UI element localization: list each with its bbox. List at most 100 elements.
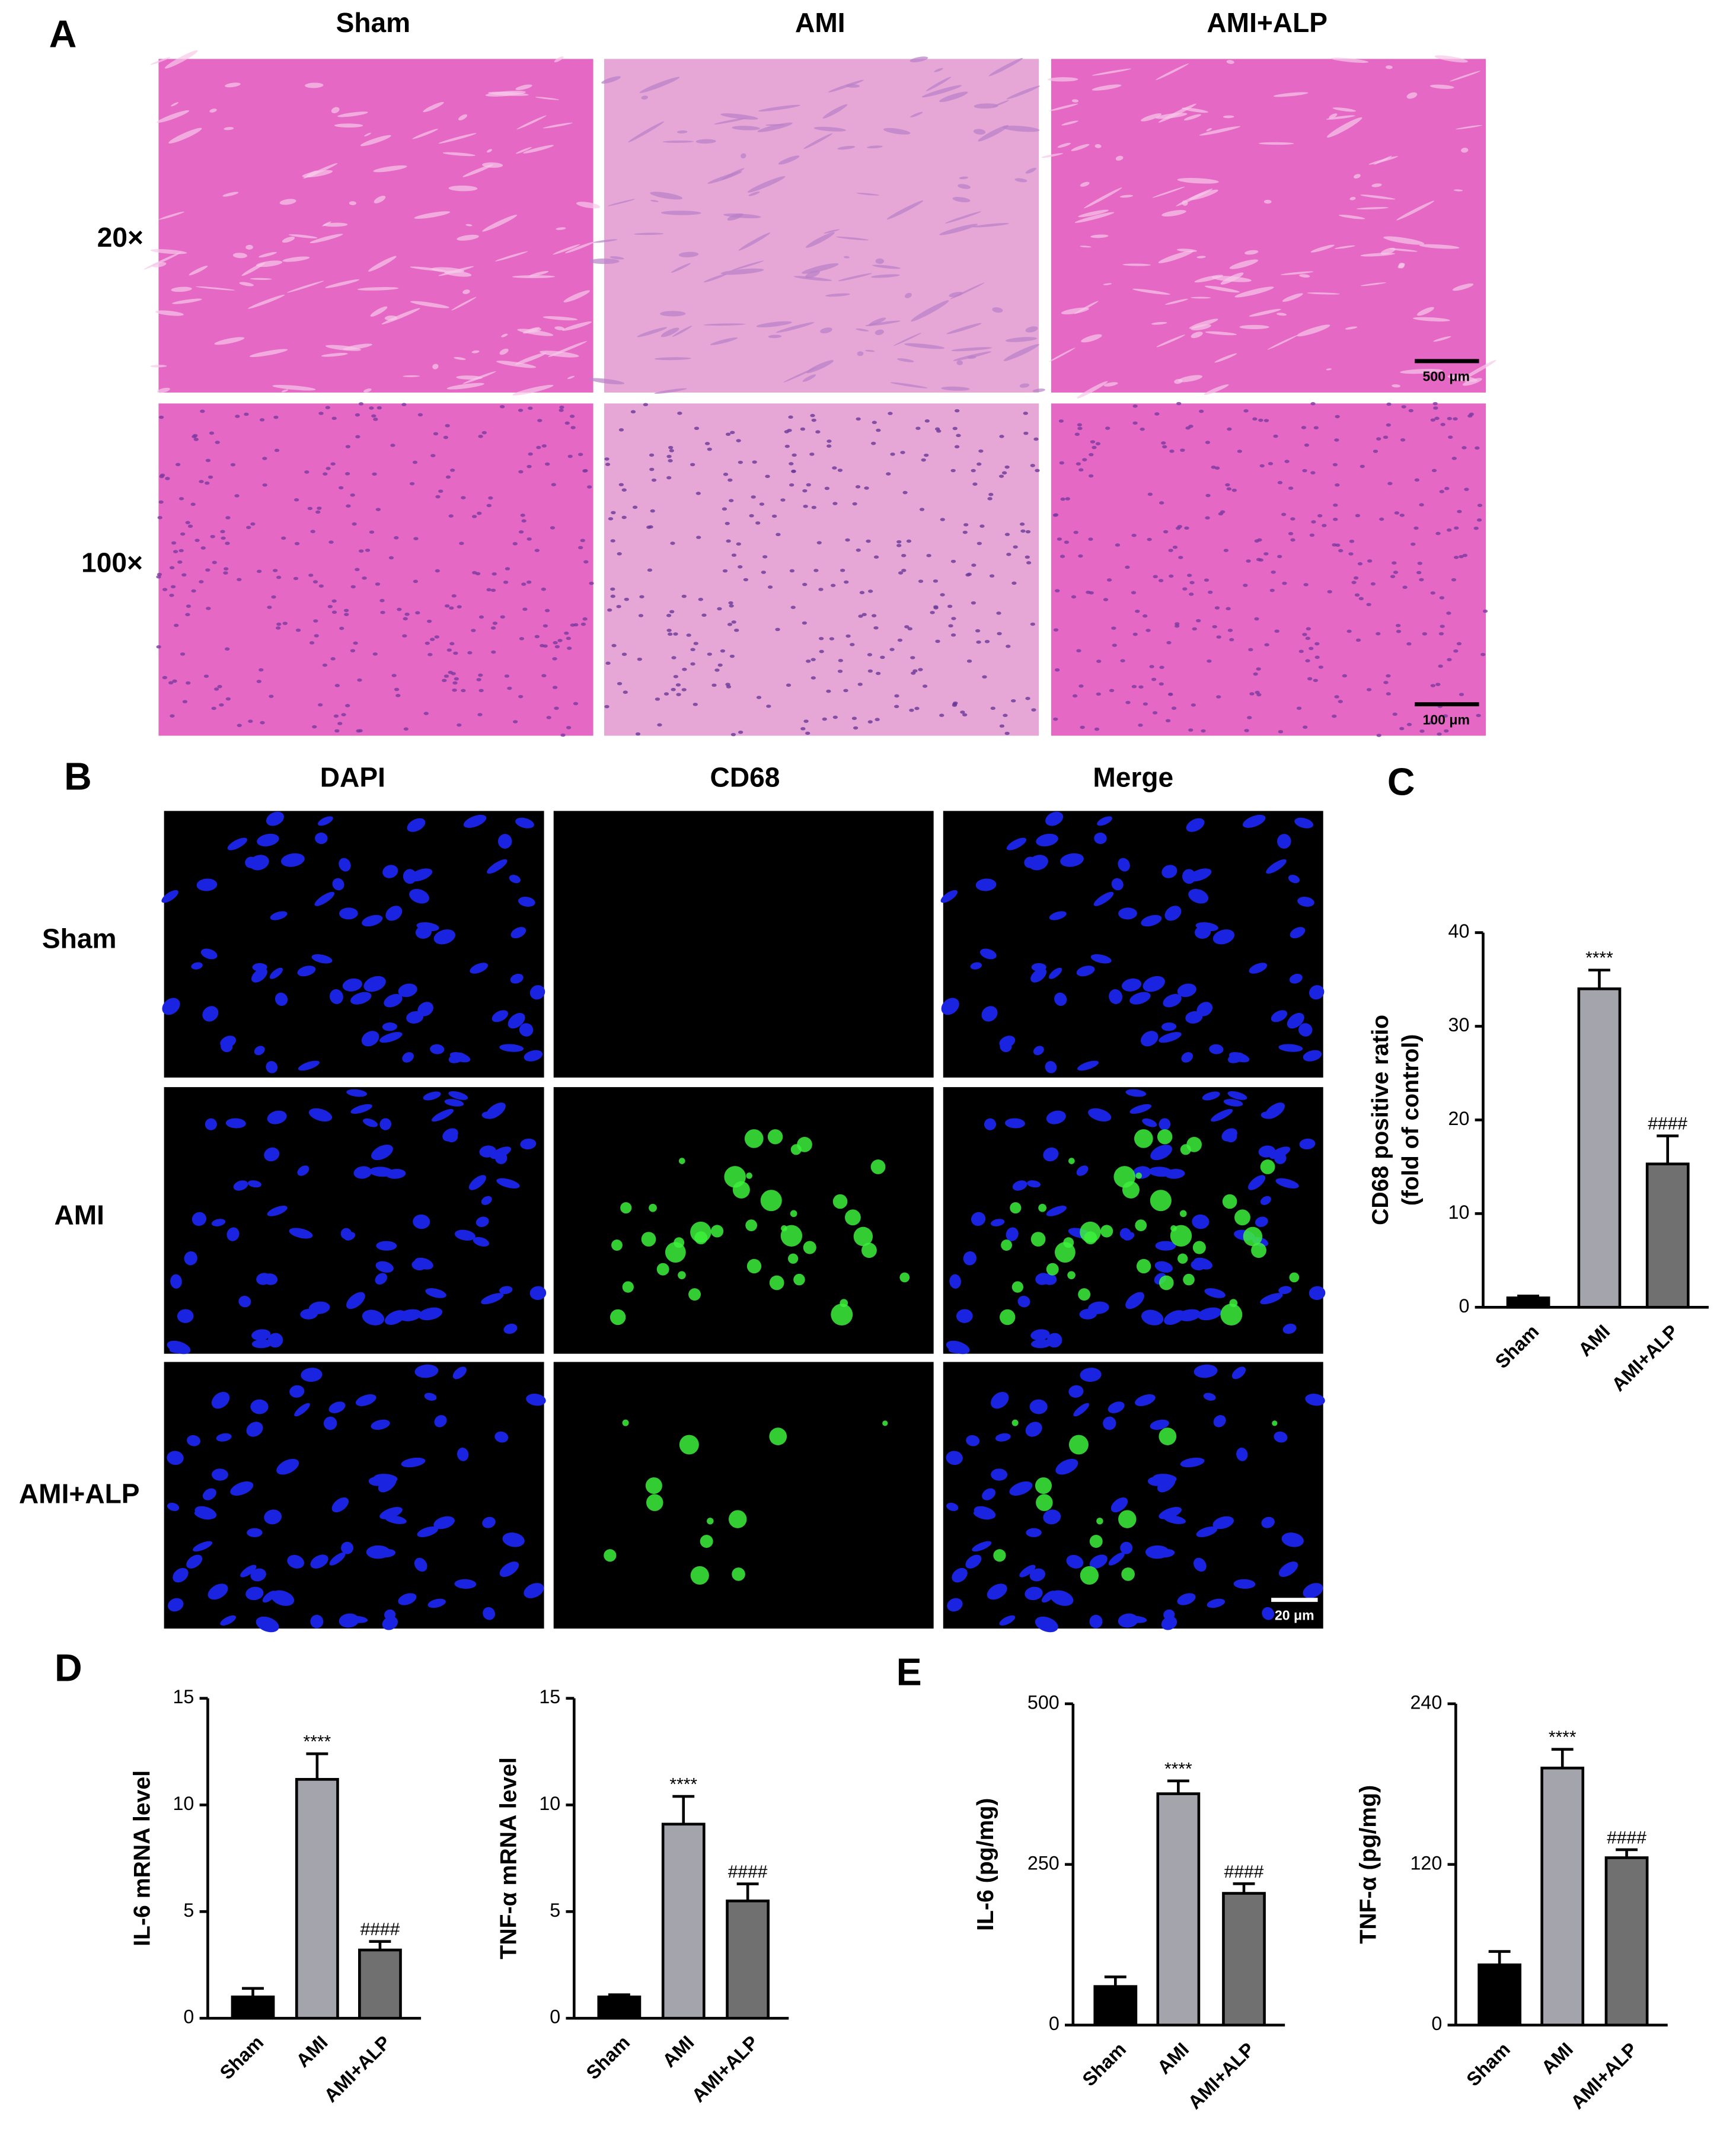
nucleus	[1233, 1579, 1256, 1589]
texture	[756, 321, 792, 327]
nucleus	[431, 1108, 454, 1122]
texture	[1014, 178, 1027, 183]
texture	[714, 117, 747, 125]
nucleus	[492, 622, 498, 625]
texture	[1002, 125, 1040, 132]
texture	[1234, 286, 1274, 298]
texture	[988, 58, 1023, 77]
nucleus	[845, 634, 851, 638]
nucleus	[409, 888, 429, 904]
texture	[1061, 120, 1078, 126]
nucleus	[976, 640, 981, 644]
nucleus	[1269, 588, 1275, 592]
nucleus	[346, 1089, 368, 1097]
texture	[403, 375, 420, 377]
nucleus	[1025, 1586, 1043, 1601]
nucleus	[509, 875, 521, 884]
nucleus	[1108, 1552, 1125, 1566]
nucleus	[334, 729, 340, 733]
nucleus	[1335, 543, 1341, 547]
texture	[1389, 248, 1418, 252]
texture	[334, 123, 363, 128]
nucleus	[225, 697, 231, 701]
nucleus	[984, 1118, 997, 1130]
nucleus	[478, 673, 483, 677]
nucleus	[454, 677, 459, 681]
nucleus	[1305, 1394, 1325, 1406]
nucleus	[269, 967, 283, 979]
cd68-signal	[1220, 1304, 1243, 1326]
nucleus	[344, 472, 350, 476]
nucleus	[234, 494, 240, 498]
nucleus	[1027, 1180, 1041, 1188]
nucleus	[177, 560, 183, 564]
nucleus	[1053, 717, 1058, 721]
nucleus	[171, 541, 177, 545]
nucleus	[318, 584, 324, 588]
nucleus	[357, 678, 362, 682]
nucleus	[1118, 1613, 1138, 1628]
nucleus	[486, 588, 492, 592]
cd68-signal	[993, 1549, 1006, 1562]
texture	[143, 251, 182, 270]
nucleus	[720, 649, 726, 653]
nucleus	[775, 627, 780, 632]
nucleus	[1159, 1507, 1182, 1519]
nucleus	[1253, 672, 1258, 676]
nucleus	[1413, 526, 1419, 530]
texture	[641, 95, 648, 100]
nucleus	[1202, 1091, 1220, 1101]
cd68-signal	[1177, 1253, 1188, 1264]
nucleus	[1140, 1031, 1159, 1047]
nucleus	[491, 650, 496, 654]
nucleus	[586, 485, 592, 489]
nucleus	[1033, 1046, 1044, 1056]
texture	[1080, 246, 1092, 248]
bar	[661, 1822, 706, 2020]
texture	[1310, 244, 1335, 253]
nucleus	[1456, 642, 1462, 646]
nucleus	[1109, 989, 1122, 1005]
texture	[363, 388, 372, 393]
nucleus	[1110, 1497, 1128, 1513]
nucleus	[1447, 658, 1452, 662]
bar	[1222, 1892, 1266, 2026]
nucleus	[1035, 1273, 1051, 1285]
nucleus	[1194, 1557, 1207, 1572]
nucleus	[342, 978, 362, 992]
nucleus	[1196, 1526, 1218, 1537]
cd68-signal	[1080, 1221, 1101, 1243]
nucleus	[1386, 674, 1391, 678]
texture	[457, 234, 479, 241]
texture	[482, 162, 503, 168]
nucleus	[1077, 1060, 1099, 1071]
nucleus	[1258, 418, 1263, 422]
cd68-signal	[1170, 1225, 1192, 1247]
nucleus	[991, 1468, 1008, 1481]
nucleus	[1204, 1288, 1226, 1298]
nucleus	[819, 649, 824, 654]
cd68-signal	[790, 1210, 797, 1218]
texture	[410, 266, 446, 272]
y-tick-label: 120	[1410, 1852, 1442, 1873]
nucleus	[1030, 622, 1036, 626]
nucleus	[946, 1340, 970, 1355]
texture	[1092, 84, 1122, 91]
texture	[748, 192, 760, 196]
nucleus	[1145, 1545, 1170, 1559]
texture	[430, 267, 465, 273]
nucleus	[966, 659, 972, 663]
nucleus	[331, 599, 337, 603]
nucleus	[168, 1598, 184, 1612]
nucleus	[955, 409, 960, 413]
nucleus	[1386, 402, 1392, 406]
nucleus	[233, 1180, 248, 1191]
nucleus	[384, 994, 403, 1008]
bar	[295, 1778, 339, 2020]
nucleus	[1030, 1329, 1050, 1341]
nucleus	[457, 1448, 469, 1461]
nucleus	[800, 726, 806, 731]
texture	[288, 234, 318, 238]
nucleus	[1053, 513, 1059, 517]
texture	[1223, 115, 1234, 119]
